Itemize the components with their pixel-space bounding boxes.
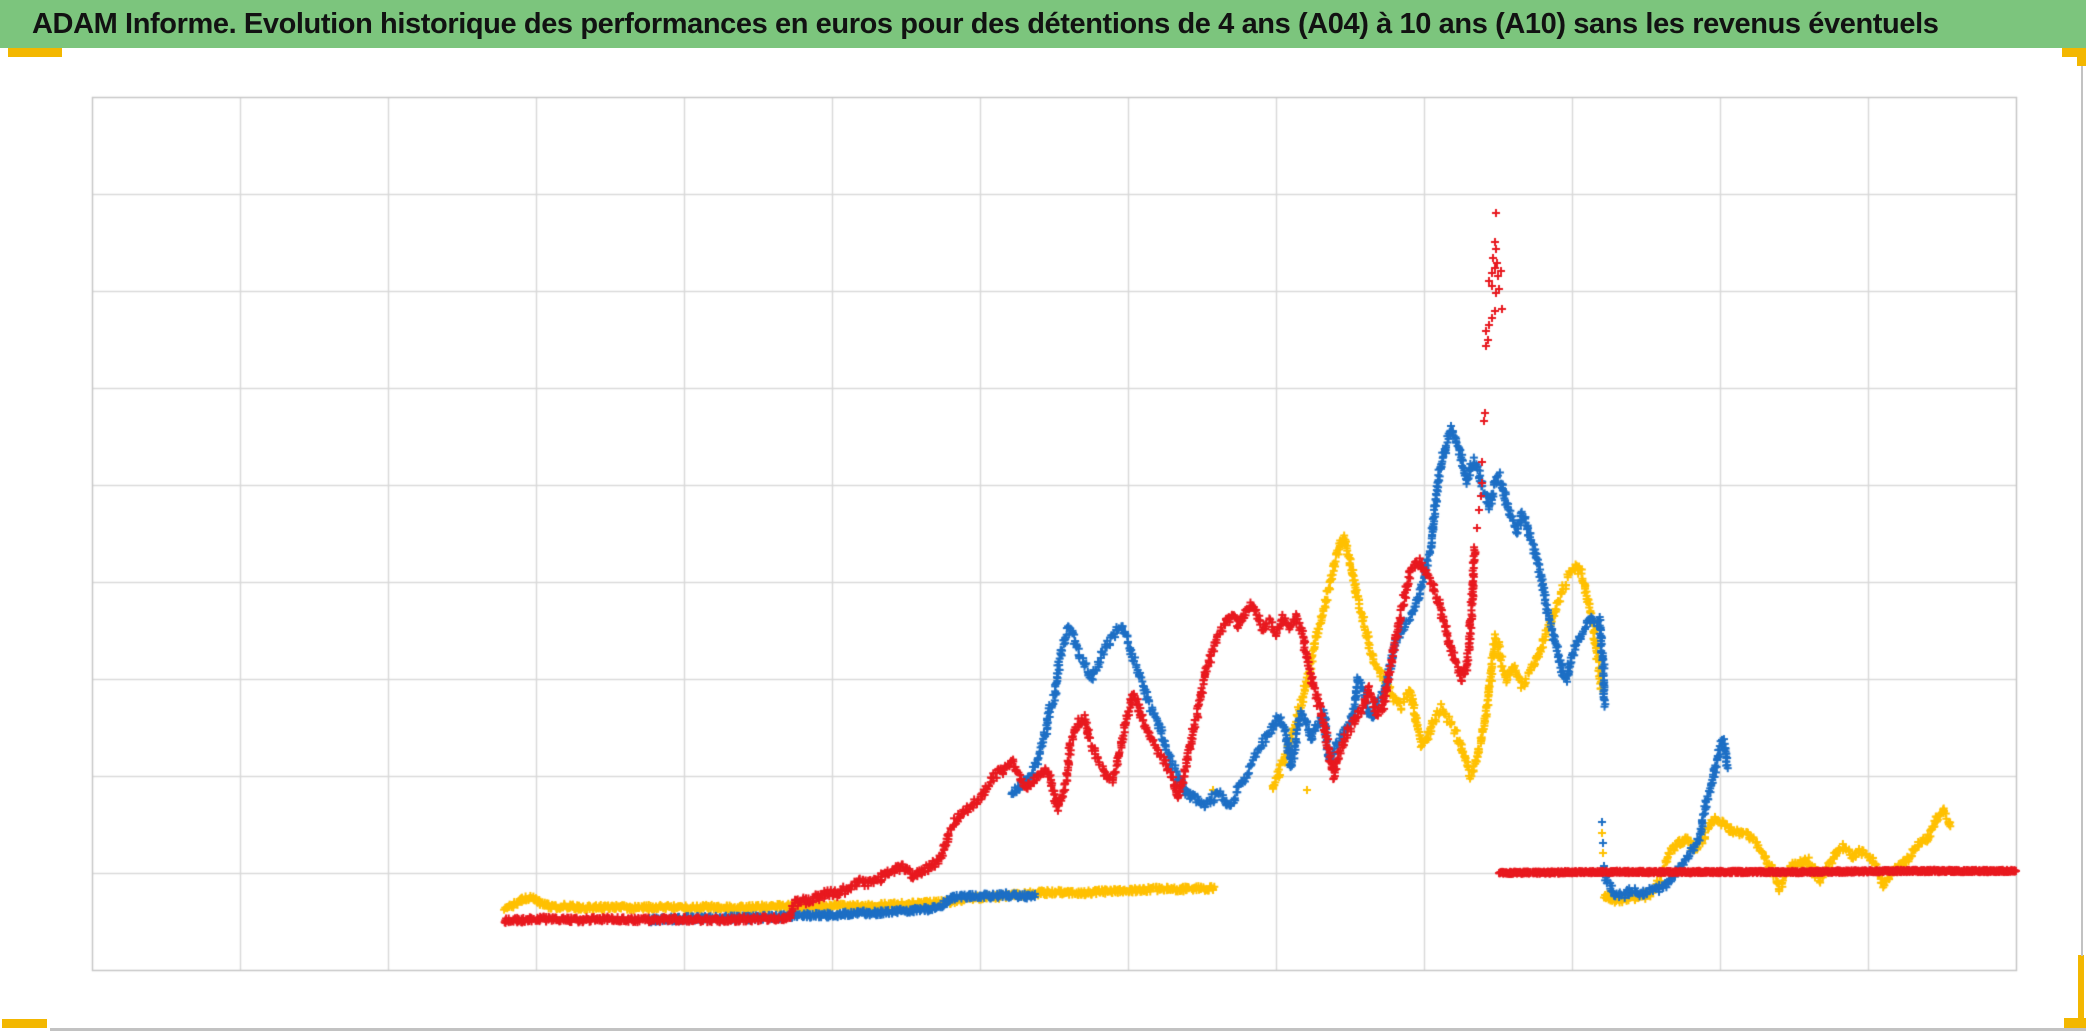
chart-title-bar: ADAM Informe. Evolution historique des p… [0, 0, 2086, 48]
sheet-edge-right [2081, 66, 2083, 956]
frame-accent-top-left [8, 48, 62, 57]
frame-accent-bottom-right-v [2078, 955, 2084, 1028]
frame-accent-bottom-left [2, 1019, 47, 1028]
frame-accent-top-right-v [2077, 48, 2086, 66]
frame-accent-bottom-right-h [2064, 1018, 2086, 1028]
frame-accent-top-right-h [2062, 48, 2086, 57]
chart-title: ADAM Informe. Evolution historique des p… [32, 7, 1939, 40]
sheet-edge-bottom [50, 1028, 2086, 1031]
